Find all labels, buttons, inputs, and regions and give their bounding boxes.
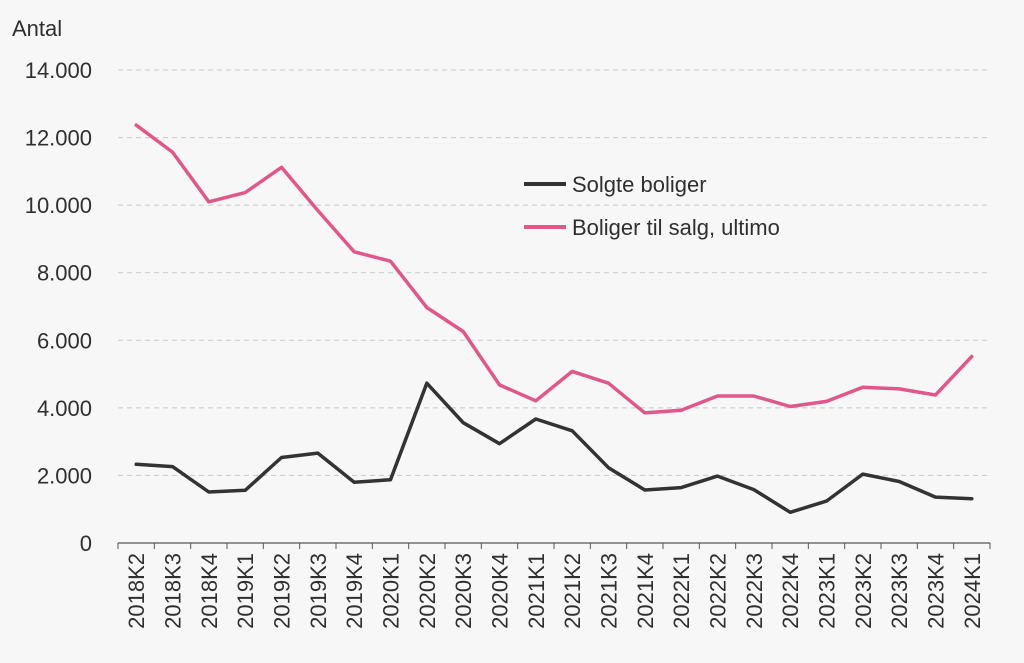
- series-line-2: [134, 123, 974, 415]
- y-tick-label: 2.000: [37, 463, 92, 488]
- x-tick-label: 2020K4: [488, 553, 513, 629]
- x-tick-label: 2024K1: [960, 553, 985, 629]
- x-tick-label: 2020K2: [415, 553, 440, 629]
- x-tick-label: 2022K2: [706, 553, 731, 629]
- x-tick-label: 2019K2: [270, 553, 295, 629]
- y-axis-title: Antal: [12, 16, 62, 41]
- x-tick-label: 2022K3: [742, 553, 767, 629]
- x-tick-label: 2018K2: [124, 553, 149, 629]
- y-tick-label: 0: [80, 531, 92, 556]
- y-tick-label: 14.000: [25, 58, 92, 83]
- x-tick-label: 2019K1: [233, 553, 258, 629]
- x-tick-label: 2018K4: [197, 553, 222, 629]
- y-tick-label: 8.000: [37, 261, 92, 286]
- x-tick-label: 2021K2: [560, 553, 585, 629]
- x-tick-label: 2021K1: [524, 553, 549, 629]
- x-tick-label: 2020K3: [451, 553, 476, 629]
- y-tick-label: 6.000: [37, 328, 92, 353]
- legend-label: Boliger til salg, ultimo: [572, 215, 780, 240]
- x-tick-label: 2020K1: [379, 553, 404, 629]
- x-tick-label: 2021K3: [597, 553, 622, 629]
- gridlines: [118, 69, 990, 476]
- x-tick-label: 2019K3: [306, 553, 331, 629]
- x-tick-label: 2023K4: [924, 553, 949, 629]
- y-tick-labels: 0 2.000 4.000 6.000 8.000 10.000 12.000 14.000: [25, 58, 92, 556]
- y-tick-label: 10.000: [25, 193, 92, 218]
- series-lines: [134, 123, 974, 515]
- x-tick-label: 2023K1: [815, 553, 840, 629]
- x-tick-label: 2019K4: [342, 553, 367, 629]
- x-tick-label: 2022K4: [778, 553, 803, 629]
- y-tick-label: 4.000: [37, 396, 92, 421]
- legend-label: Solgte boliger: [572, 172, 707, 197]
- x-tick-label: 2023K3: [887, 553, 912, 629]
- x-tick-label: 2023K2: [851, 553, 876, 629]
- x-tick-label: 2018K3: [161, 553, 186, 629]
- x-tick-label: 2022K1: [669, 553, 694, 629]
- x-tick-label: 2021K4: [633, 553, 658, 629]
- y-tick-label: 12.000: [25, 126, 92, 151]
- x-axis: [117, 542, 991, 549]
- x-tick-labels: 2018K2 2018K3 2018K4 2019K1 2019K2 2019K3 2019…: [124, 553, 985, 629]
- series-line-1: [134, 381, 974, 515]
- legend: Solgte boliger Boliger til salg, ultimo: [524, 172, 780, 240]
